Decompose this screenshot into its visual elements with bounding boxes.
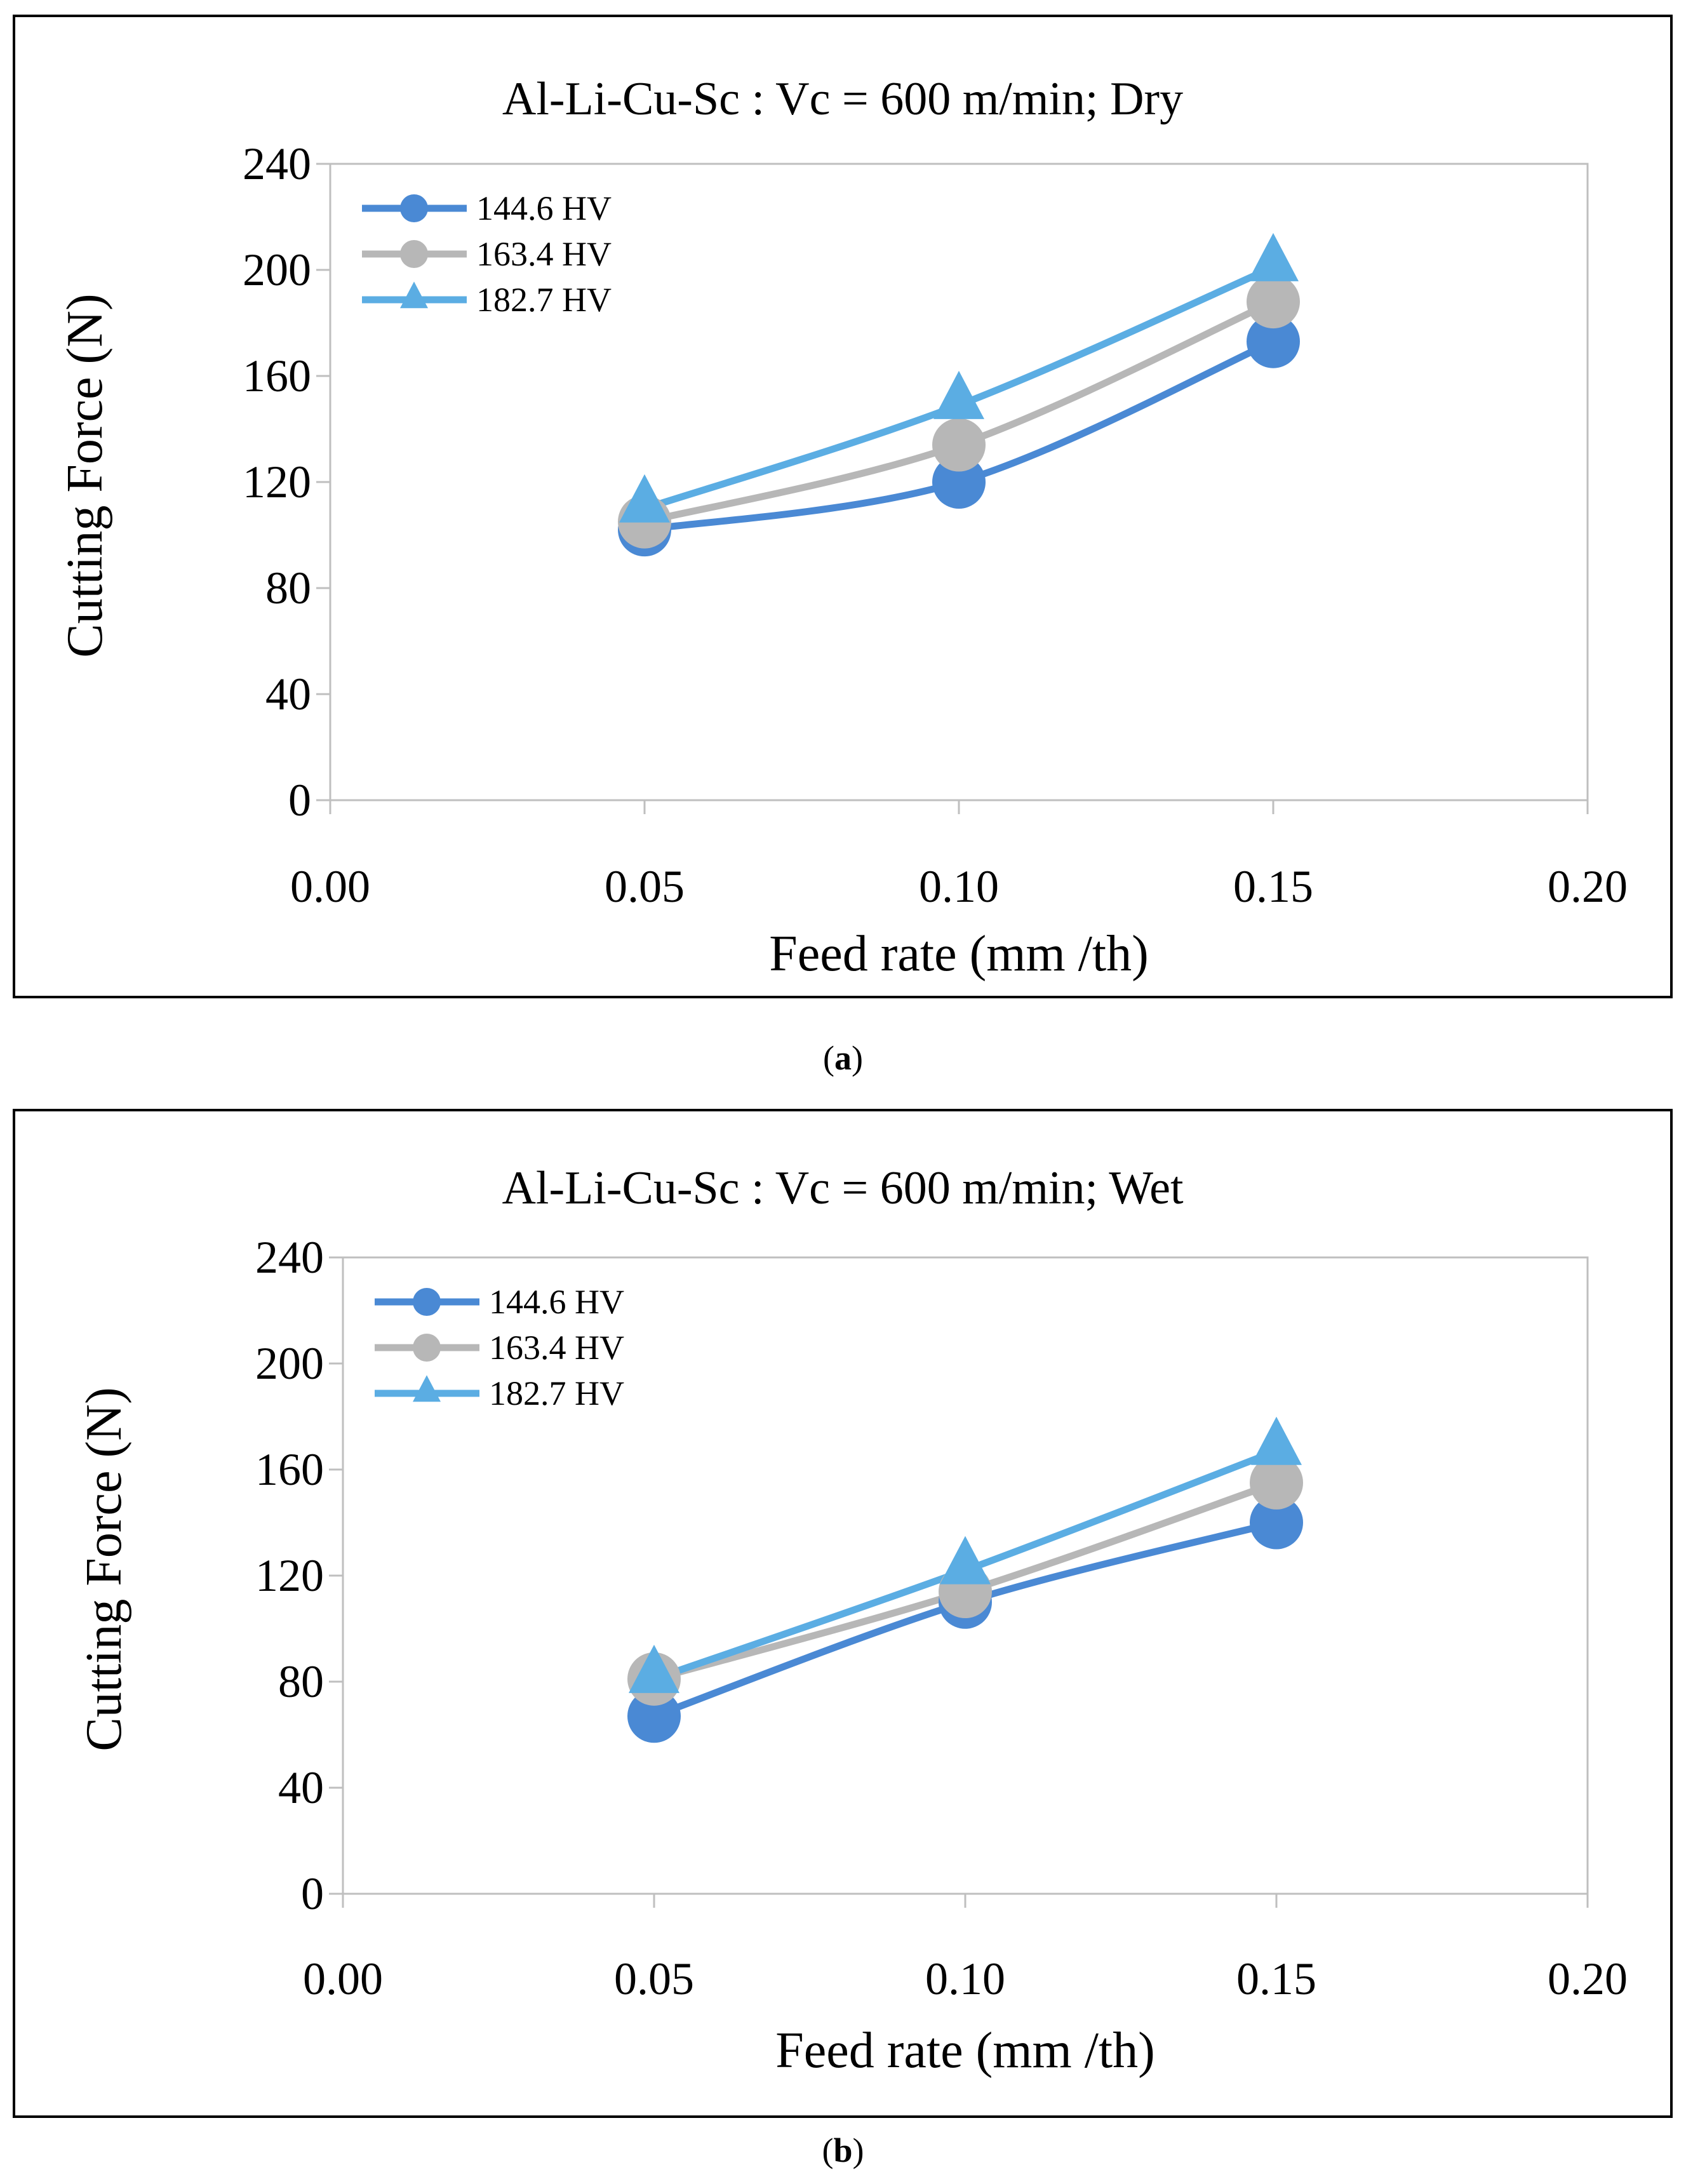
- chart-a-legend-marker-0: [400, 194, 428, 222]
- chart-b-legend-marker-1: [413, 1334, 441, 1362]
- chart-b-legend-label-1: 163.4 HV: [489, 1329, 624, 1367]
- chart-a-y-tick-label: 80: [265, 563, 311, 613]
- chart-a-x-tick-label: 0.05: [605, 861, 685, 912]
- chart-panel-b: Al-Li-Cu-Sc : Vc = 600 m/min; Wet 0 40 80 12…: [0, 1092, 1686, 2181]
- chart-b-y-tick-label: 200: [255, 1338, 324, 1389]
- chart-b-y-tick-label: 160: [255, 1444, 324, 1495]
- chart-a-x-tick-label: 0.00: [290, 861, 370, 912]
- chart-b-y-tick-label: 80: [278, 1656, 324, 1707]
- chart-b-x-tick-label: 0.00: [303, 1953, 383, 2004]
- chart-a-x-tick-label: 0.10: [919, 861, 999, 912]
- chart-b-y-tick-label: 240: [255, 1232, 324, 1283]
- chart-b-legend-marker-2: [413, 1375, 441, 1402]
- chart-b-x-tick-label: 0.05: [614, 1953, 694, 2004]
- chart-a-legend-label-0: 144.6 HV: [476, 189, 612, 227]
- chart-a-y-tick-label: 0: [288, 775, 311, 826]
- chart-b-point-0-0: [627, 1689, 681, 1743]
- chart-a-x-axis-label: Feed rate (mm /th): [769, 926, 1149, 982]
- chart-b-y-tick-label: 120: [255, 1550, 324, 1601]
- chart-b-point-2-1: [940, 1536, 991, 1584]
- chart-b-point-1-2: [1250, 1456, 1303, 1510]
- chart-a-svg: Al-Li-Cu-Sc : Vc = 600 m/min; Dry 0 40 80 12…: [13, 15, 1673, 998]
- chart-b-svg: Al-Li-Cu-Sc : Vc = 600 m/min; Wet 0 40 80 12…: [13, 1109, 1673, 2118]
- chart-a-title: Al-Li-Cu-Sc : Vc = 600 m/min; Dry: [502, 73, 1183, 125]
- chart-b-point-0-2: [1250, 1496, 1303, 1550]
- chart-a-point-2-1: [933, 370, 984, 419]
- chart-panel-a: Al-Li-Cu-Sc : Vc = 600 m/min; Dry 0 40 80 12…: [0, 0, 1686, 1080]
- chart-b-legend-label-2: 182.7 HV: [489, 1374, 624, 1412]
- chart-a-point-1-2: [1247, 275, 1300, 329]
- chart-a-legend-label-2: 182.7 HV: [476, 281, 612, 319]
- chart-b-y-axis-label: Cutting Force (N): [76, 1387, 132, 1751]
- chart-a-point-0-2: [1247, 314, 1300, 368]
- chart-b-y-tick-label: 0: [301, 1868, 324, 1919]
- chart-a-point-2-2: [1248, 232, 1299, 281]
- chart-a-y-tick-label: 120: [243, 457, 311, 507]
- chart-b-x-tick-label: 0.20: [1548, 1953, 1628, 2004]
- chart-b-legend-marker-0: [413, 1288, 441, 1316]
- chart-b-point-2-2: [1251, 1416, 1302, 1465]
- chart-a-y-axis-label: Cutting Force (N): [57, 293, 113, 657]
- chart-a-point-2-0: [619, 474, 670, 523]
- chart-a-y-tick-label: 160: [243, 351, 311, 401]
- chart-a-x-tick-label: 0.20: [1548, 861, 1628, 912]
- chart-a-legend-marker-1: [400, 240, 428, 268]
- chart-a-point-0-1: [932, 455, 986, 509]
- caption-a: (a): [823, 1039, 863, 1077]
- chart-b-legend-label-0: 144.6 HV: [489, 1283, 624, 1321]
- chart-a-y-tick-label: 40: [265, 669, 311, 720]
- caption-b: (b): [822, 2131, 864, 2169]
- chart-a-x-tick-label: 0.15: [1233, 861, 1313, 912]
- chart-b-point-2-0: [629, 1644, 679, 1693]
- chart-b-x-tick-label: 0.10: [925, 1953, 1005, 2004]
- chart-b-x-tick-label: 0.15: [1236, 1953, 1316, 2004]
- chart-a-legend-label-1: 163.4 HV: [476, 235, 612, 273]
- chart-a-y-tick-label: 200: [243, 245, 311, 295]
- chart-a-legend-marker-2: [400, 281, 428, 309]
- chart-a-point-1-1: [932, 418, 986, 472]
- chart-b-title: Al-Li-Cu-Sc : Vc = 600 m/min; Wet: [502, 1162, 1184, 1214]
- chart-b-y-tick-label: 40: [278, 1762, 324, 1813]
- chart-b-x-axis-label: Feed rate (mm /th): [775, 2023, 1155, 2079]
- chart-a-y-tick-label: 240: [243, 138, 311, 189]
